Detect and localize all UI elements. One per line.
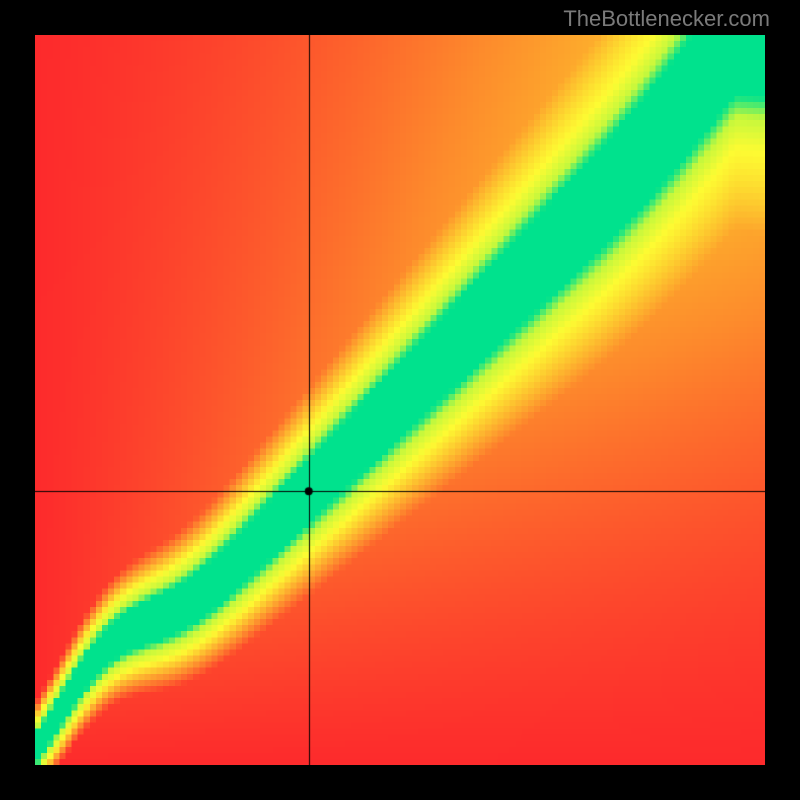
crosshair-overlay (35, 35, 765, 765)
watermark-text: TheBottlenecker.com (563, 6, 770, 32)
